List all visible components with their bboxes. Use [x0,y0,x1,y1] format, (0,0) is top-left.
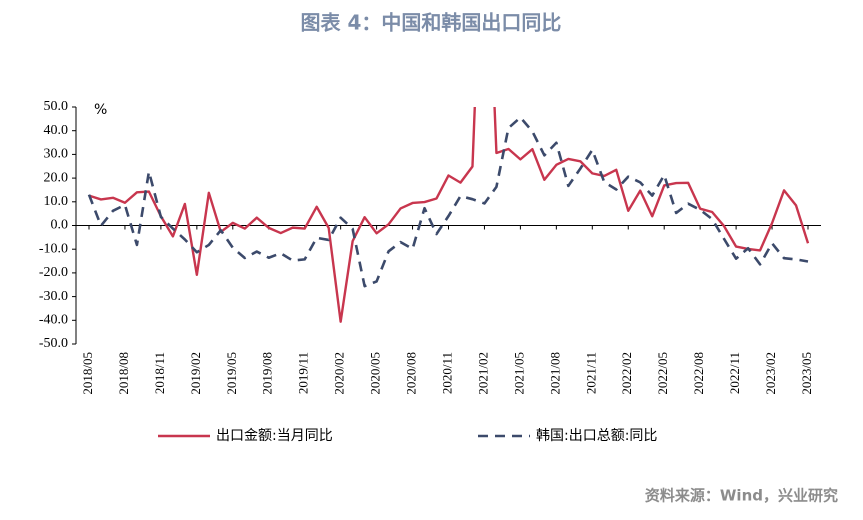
y-tick-label: 40.0 [44,123,69,138]
y-tick-label: 20.0 [44,170,69,185]
y-tick-label: -30.0 [39,289,68,304]
y-tick-label: 50.0 [44,99,69,114]
x-tick-label: 2019/08 [260,352,275,395]
legend-label: 韩国:出口总额:同比 [536,428,657,444]
x-tick-label: 2022/02 [619,352,634,395]
x-tick-label: 2021/08 [547,352,562,395]
x-tick-label: 2018/05 [80,352,95,395]
x-tick-label: 2023/02 [763,352,778,395]
x-tick-label: 2019/11 [296,352,311,394]
x-tick-label: 2022/11 [727,352,742,394]
x-tick-label: 2020/02 [332,352,347,395]
x-tick-label: 2023/05 [799,352,814,395]
unit-label: % [94,102,107,118]
y-tick-label: 0.0 [51,218,69,233]
x-tick-label: 2020/08 [404,352,419,395]
y-tick-label: 30.0 [44,147,69,162]
x-tick-label: 2021/05 [511,352,526,395]
x-tick-label: 2020/11 [439,352,454,394]
x-tick-label: 2021/11 [583,352,598,394]
y-tick-label: -40.0 [39,313,68,328]
x-tick-label: 2020/05 [368,352,383,395]
x-tick-label: 2018/08 [116,352,131,395]
x-tick-label: 2022/08 [691,352,706,395]
y-tick-label: -50.0 [39,336,68,351]
y-tick-label: -20.0 [39,265,68,280]
x-tick-label: 2022/05 [655,352,670,395]
series-line [87,116,809,288]
legend-label: 出口金额:当月同比 [216,428,333,444]
x-tick-label: 2019/05 [224,352,239,395]
y-tick-label: 10.0 [44,194,69,209]
x-tick-label: 2021/02 [475,352,490,395]
x-tick-label: 2018/11 [152,352,167,394]
chart-title: 图表 4：中国和韩国出口同比 [301,11,562,35]
source: 资料来源：Wind，兴业研究 [645,487,838,505]
y-tick-label: -10.0 [39,241,68,256]
plot-area [87,107,810,323]
series-line [88,107,810,323]
x-tick-label: 2019/02 [188,352,203,395]
